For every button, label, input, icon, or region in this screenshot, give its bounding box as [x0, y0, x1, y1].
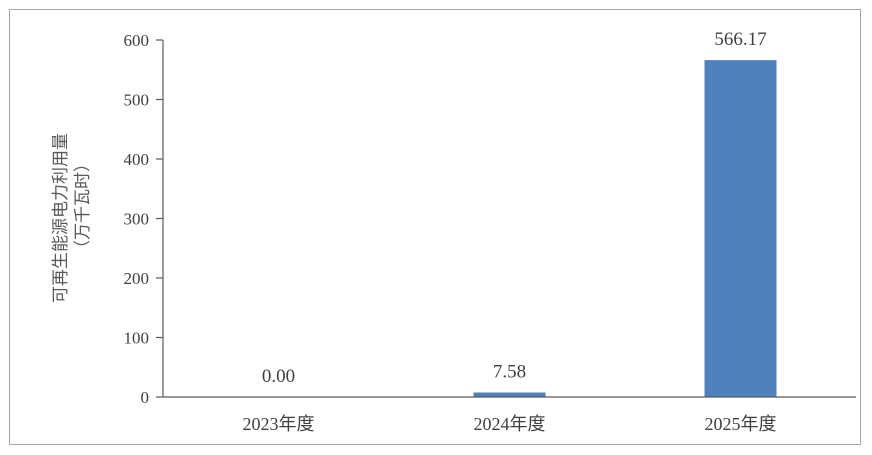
y-tick-label: 200 [124, 269, 150, 288]
y-tick-label: 0 [141, 388, 150, 407]
x-tick-label: 2024年度 [474, 414, 546, 434]
x-tick-label: 2023年度 [243, 414, 315, 434]
data-label: 0.00 [262, 366, 295, 387]
bar [473, 392, 546, 397]
data-label: 7.58 [493, 361, 526, 382]
y-tick-label: 600 [124, 31, 150, 50]
y-tick-label: 100 [124, 329, 150, 348]
data-label: 566.17 [714, 29, 766, 50]
x-axis: 2023年度 2024年度 2025年度 [163, 396, 856, 434]
y-tick-label: 400 [124, 150, 150, 169]
y-axis-unit-label: （万千瓦时） [73, 155, 93, 257]
y-tick-label: 300 [124, 210, 150, 229]
x-tick-label: 2025年度 [705, 414, 777, 434]
y-tick-label: 500 [124, 91, 150, 110]
data-labels: 0.00 7.58 566.17 [262, 29, 767, 387]
y-axis: 0 100 200 300 400 500 600 [124, 31, 164, 407]
bars [473, 60, 777, 398]
y-axis-title-label: 可再生能源电力利用量 [51, 133, 71, 303]
bar [704, 60, 777, 398]
y-axis-title: 可再生能源电力利用量 （万千瓦时） [51, 133, 93, 303]
